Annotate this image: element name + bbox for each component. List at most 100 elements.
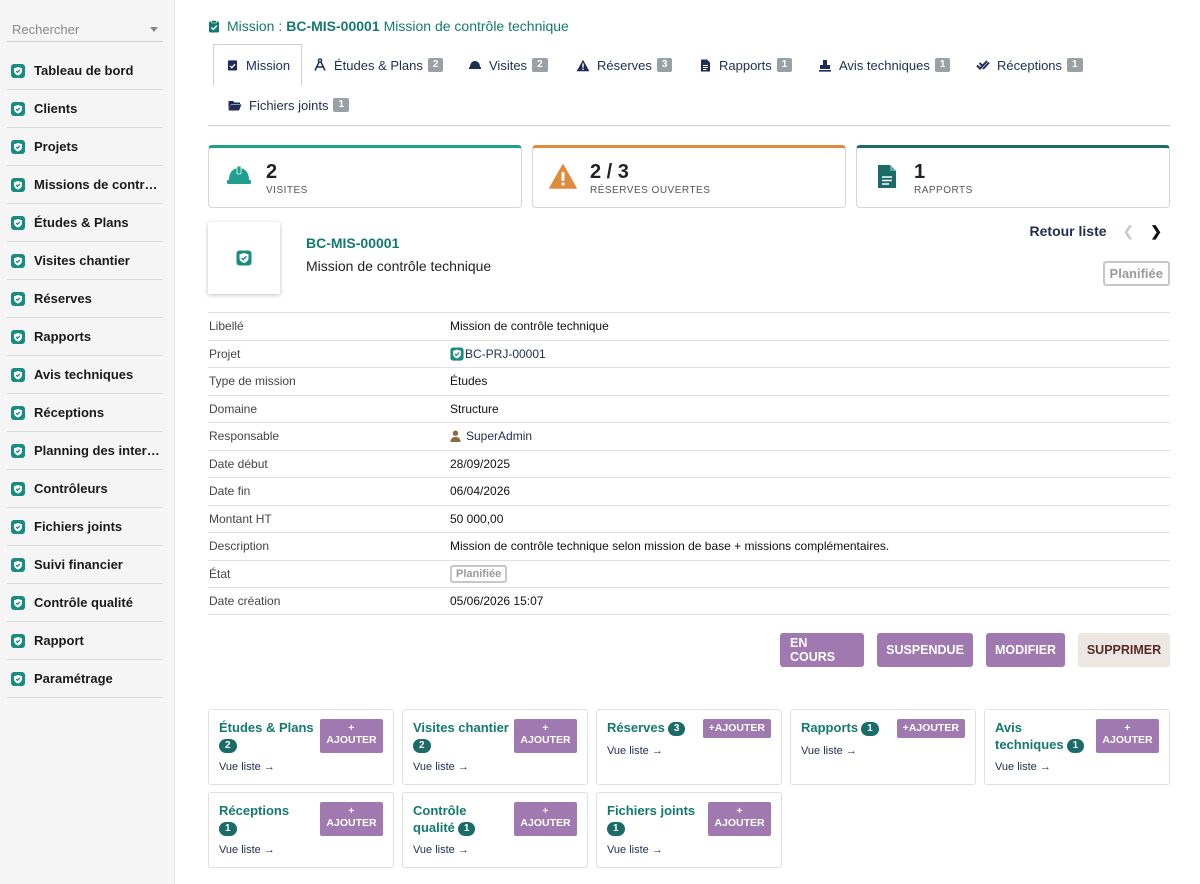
tab-rapports[interactable]: Rapports 1	[698, 44, 793, 86]
suspendue-button[interactable]: SUSPENDUE	[877, 633, 973, 667]
tile-visites-chantier[interactable]: Visites chantier 2 + AJOUTER Vue liste →	[402, 709, 588, 785]
sidebar-item-label: Contrôleurs	[34, 481, 108, 496]
list-view-link[interactable]: Vue liste →	[413, 844, 469, 856]
field-row-date-fin: Date fin 06/04/2026	[208, 477, 1170, 505]
chevron-left-icon[interactable]: ❮	[1122, 222, 1135, 239]
add-button[interactable]: +AJOUTER	[708, 802, 771, 836]
sidebar-item-controleurs[interactable]: Contrôleurs	[7, 470, 163, 508]
tile-controle-qualite[interactable]: Contrôle qualité 1 + AJOUTER Vue liste →	[402, 792, 588, 868]
plus-icon: +	[348, 722, 355, 734]
sidebar-item-reserves[interactable]: Réserves	[7, 280, 163, 318]
tile-receptions[interactable]: Réceptions 1 + AJOUTER Vue liste →	[208, 792, 394, 868]
sidebar-item-visites-chantier[interactable]: Visites chantier	[7, 242, 163, 280]
sidebar-item-label: Études & Plans	[34, 215, 129, 230]
tile-count-badge: 3	[667, 722, 686, 736]
tab-reserves[interactable]: Réserves 3	[576, 44, 673, 86]
sidebar-item-etudes-plans[interactable]: Études & Plans	[7, 204, 163, 242]
search-dropdown[interactable]: Rechercher	[7, 18, 163, 42]
field-value: Structure	[450, 401, 499, 416]
stat-value: 2	[266, 161, 278, 183]
tab-visites[interactable]: Visites 2	[468, 44, 548, 86]
sidebar-item-rapport[interactable]: Rapport	[7, 622, 163, 660]
back-to-list-link[interactable]: Retour liste	[1029, 223, 1107, 239]
stat-label: VISITES	[266, 185, 308, 196]
tab-fichiers-joints[interactable]: Fichiers joints 1	[228, 84, 350, 126]
add-button[interactable]: +AJOUTER	[320, 802, 383, 836]
add-button[interactable]: +AJOUTER	[702, 719, 771, 738]
list-view-link[interactable]: Vue liste →	[801, 745, 857, 757]
chevron-right-icon[interactable]: ❯	[1150, 222, 1162, 239]
tab-count-badge: 3	[656, 58, 673, 72]
add-button[interactable]: +AJOUTER	[1096, 719, 1159, 753]
add-button[interactable]: +AJOUTER	[514, 719, 577, 753]
sidebar-item-parametrage[interactable]: Paramétrage	[7, 660, 163, 698]
sidebar-item-fichiers-joints[interactable]: Fichiers joints	[7, 508, 163, 546]
clipboard-check-icon	[209, 19, 219, 32]
sidebar-item-tableau-de-bord[interactable]: Tableau de bord	[7, 52, 163, 90]
field-row-domaine: Domaine Structure	[208, 394, 1170, 423]
stat-card-rapports[interactable]: 1 RAPPORTS	[856, 145, 1170, 208]
chevron-down-icon[interactable]	[150, 27, 158, 32]
add-button[interactable]: +AJOUTER	[896, 719, 965, 738]
field-row-date-creation: Date création 05/06/2026 15:07	[208, 587, 1170, 615]
shield-check-icon	[11, 329, 25, 344]
stat-card-visites[interactable]: 2 VISITES	[208, 145, 522, 208]
shield-check-icon	[11, 253, 25, 268]
sidebar-item-clients[interactable]: Clients	[7, 90, 163, 128]
warning-icon	[549, 162, 577, 190]
clipboard-check-icon	[225, 58, 239, 72]
sidebar-item-missions[interactable]: Missions de contrôle	[7, 166, 163, 204]
add-button[interactable]: +AJOUTER	[514, 802, 577, 836]
tab-avis-techniques[interactable]: Avis techniques 1	[818, 44, 951, 86]
stat-card-reserves[interactable]: 2 / 3 RÉSERVES OUVERTES	[532, 145, 846, 208]
tab-etudes-plans[interactable]: Études & Plans 2	[313, 44, 444, 86]
responsable-link[interactable]: SuperAdmin	[450, 429, 532, 443]
project-link-text[interactable]: BC-PRJ-00001	[465, 346, 546, 361]
sidebar-item-label: Fichiers joints	[34, 519, 123, 534]
field-key: Montant HT	[209, 511, 272, 526]
tab-mission[interactable]: Mission	[213, 44, 303, 86]
project-link[interactable]: BC-PRJ-00001	[450, 347, 546, 361]
warning-icon	[576, 58, 590, 72]
plus-icon: +	[902, 722, 909, 734]
modifier-button[interactable]: MODIFIER	[986, 633, 1065, 667]
sidebar-item-suivi-financier[interactable]: Suivi financier	[7, 546, 163, 584]
field-key: Libellé	[209, 319, 244, 334]
sidebar-item-label: Projets	[34, 139, 79, 154]
list-view-link[interactable]: Vue liste →	[219, 761, 275, 773]
tile-fichiers-joints[interactable]: Fichiers joints 1 + AJOUTER Vue liste →	[596, 792, 782, 868]
list-view-link[interactable]: Vue liste →	[413, 761, 469, 773]
tile-title: Études & Plans	[219, 720, 314, 735]
tab-label: Réserves	[597, 57, 652, 73]
tile-rapports[interactable]: Rapports 1 +AJOUTER Vue liste →	[790, 709, 976, 785]
list-view-link[interactable]: Vue liste →	[219, 844, 275, 856]
responsable-link-text[interactable]: SuperAdmin	[466, 429, 533, 444]
add-button[interactable]: +AJOUTER	[320, 719, 383, 753]
sidebar-item-label: Paramétrage	[34, 671, 113, 686]
add-button-label: AJOUTER	[714, 722, 765, 734]
sidebar-item-avis-techniques[interactable]: Avis techniques	[7, 356, 163, 394]
supprimer-button[interactable]: SUPPRIMER	[1078, 633, 1170, 667]
list-view-link[interactable]: Vue liste →	[607, 745, 663, 757]
sidebar-item-rapports[interactable]: Rapports	[7, 318, 163, 356]
tile-avis-techniques[interactable]: Avis techniques 1 + AJOUTER Vue liste →	[984, 709, 1170, 785]
sidebar-item-controle-qualite[interactable]: Contrôle qualité	[7, 584, 163, 622]
list-view-link[interactable]: Vue liste →	[607, 844, 663, 856]
tile-title-wrap: Études & Plans 2	[219, 719, 319, 753]
tile-etudes-plans[interactable]: Études & Plans 2 + AJOUTER Vue liste →	[208, 709, 394, 785]
tab-receptions[interactable]: Réceptions 1	[976, 44, 1083, 86]
shield-check-icon	[11, 63, 25, 78]
tile-reserves[interactable]: Réserves 3 +AJOUTER Vue liste →	[596, 709, 782, 785]
sidebar-item-label: Suivi financier	[34, 557, 123, 572]
sidebar-item-projets[interactable]: Projets	[7, 128, 163, 166]
list-view-link[interactable]: Vue liste →	[995, 761, 1051, 773]
search-placeholder[interactable]: Rechercher	[12, 22, 80, 37]
sidebar-item-planning[interactable]: Planning des interv…	[7, 432, 163, 470]
en-cours-button[interactable]: EN COURS	[780, 633, 864, 667]
tile-count-badge: 1	[861, 722, 879, 736]
action-buttons: EN COURS SUSPENDUE MODIFIER SUPPRIMER	[767, 633, 1170, 667]
tab-bar: Mission Études & Plans 2 Visites 2 Réserve…	[208, 44, 1170, 126]
record-navigation: Retour liste ❮ ❯	[1030, 222, 1170, 240]
record-name: Mission de contrôle technique	[306, 258, 492, 274]
sidebar-item-receptions[interactable]: Réceptions	[7, 394, 163, 432]
